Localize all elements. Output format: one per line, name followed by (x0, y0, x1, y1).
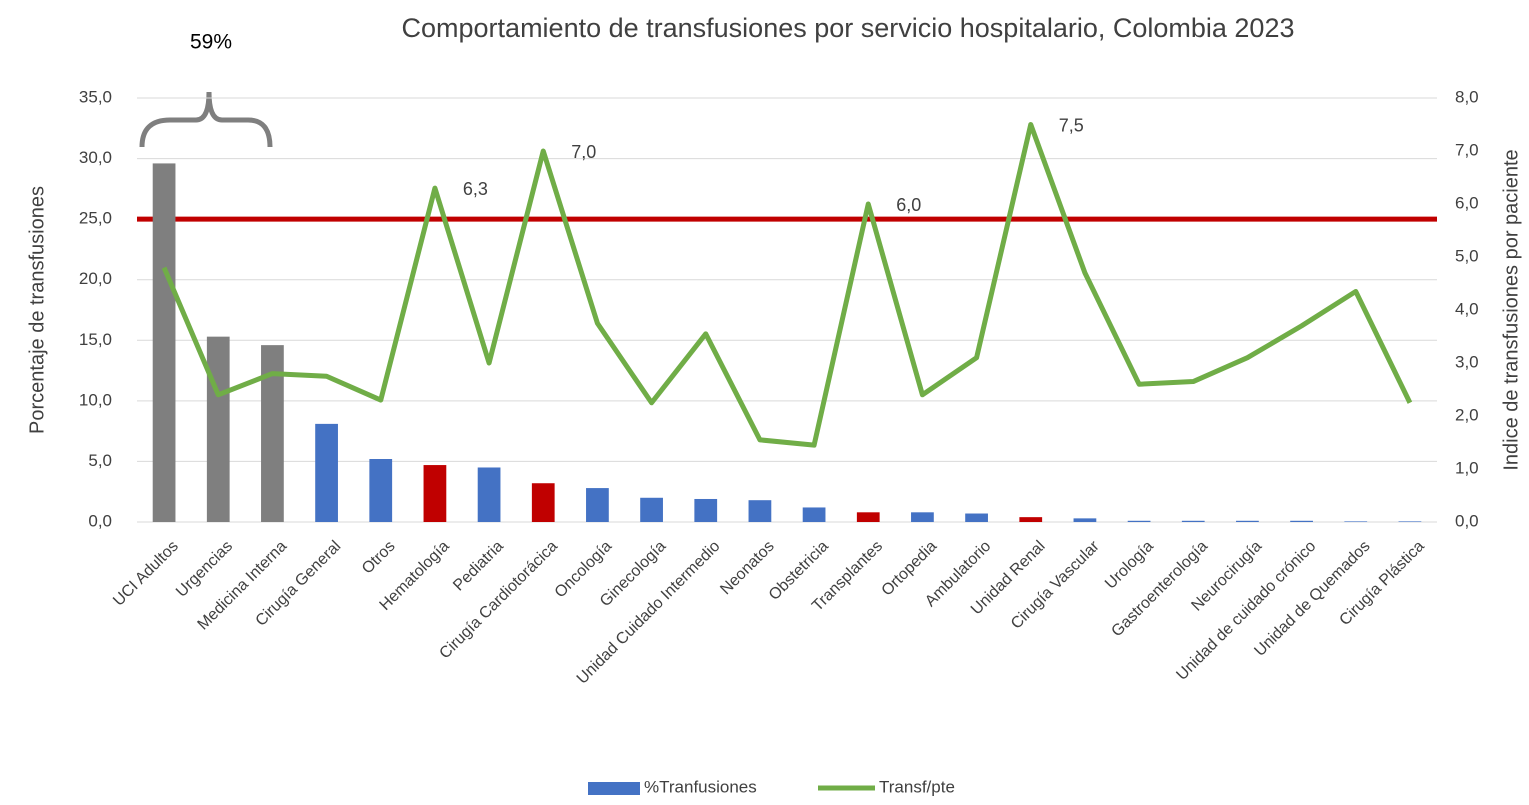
y-axis-title: Porcentaje de transfusiones (26, 186, 48, 434)
bar (206, 336, 230, 522)
x-tick-label: UCI Adultos (110, 538, 182, 610)
data-label: 7,5 (1059, 115, 1084, 135)
x-tick-label: Urología (1102, 538, 1157, 593)
y-tick-label: 10,0 (79, 390, 112, 409)
x-tick-label: Pediatria (450, 538, 507, 595)
bar (911, 512, 934, 522)
annotation: 59% (190, 31, 232, 54)
legend-label: %Tranfusiones (644, 777, 757, 796)
y-tick-label: 30,0 (79, 148, 112, 167)
bar (531, 483, 555, 522)
bar (694, 498, 718, 522)
bar (261, 345, 284, 522)
y2-tick-label: 7,0 (1455, 140, 1479, 159)
bar (1073, 518, 1097, 522)
y-tick-label: 25,0 (79, 209, 112, 228)
bar (423, 465, 447, 522)
bar (586, 488, 609, 522)
y-tick-label: 15,0 (79, 330, 112, 349)
x-tick-label: Otros (359, 538, 399, 578)
y2-axis-title: Indice de transfusiones por paciente (1500, 149, 1522, 470)
line (161, 122, 1413, 448)
y2-tick-label: 6,0 (1455, 193, 1479, 212)
bar (748, 500, 772, 522)
y-tick-label: 5,0 (88, 451, 112, 470)
y-tick-label: 0,0 (88, 511, 112, 530)
bar (1127, 520, 1151, 522)
bar (152, 163, 176, 522)
y2-tick-label: 8,0 (1455, 87, 1479, 106)
data-label: 7,0 (571, 142, 596, 162)
bar (477, 467, 501, 522)
y-tick-label: 20,0 (79, 269, 112, 288)
bar (1344, 521, 1368, 522)
y2-tick-label: 1,0 (1455, 458, 1479, 477)
bar (856, 512, 880, 522)
bar (802, 507, 826, 522)
y2-tick-label: 2,0 (1455, 405, 1479, 424)
y2-tick-label: 5,0 (1455, 246, 1479, 265)
y2-tick-label: 3,0 (1455, 352, 1479, 371)
y2-tick-label: 0,0 (1455, 511, 1479, 530)
bar (965, 513, 988, 522)
legend-swatch (588, 782, 640, 795)
bar (369, 459, 393, 522)
bar (1236, 520, 1259, 522)
data-label: 6,3 (463, 179, 488, 199)
bar (1290, 520, 1313, 522)
bar (1398, 521, 1422, 522)
y2-tick-label: 4,0 (1455, 299, 1479, 318)
data-label: 6,0 (896, 195, 921, 215)
chart-title: Comportamiento de transfusiones por serv… (402, 13, 1295, 43)
bracket (139, 91, 273, 148)
bar (640, 497, 663, 522)
y-tick-label: 35,0 (79, 87, 112, 106)
bar (1019, 517, 1043, 522)
bar (315, 423, 338, 522)
legend-label: Transf/pte (879, 777, 955, 796)
x-tick-label: Gastroenterología (1108, 538, 1211, 641)
bar (1181, 520, 1205, 522)
